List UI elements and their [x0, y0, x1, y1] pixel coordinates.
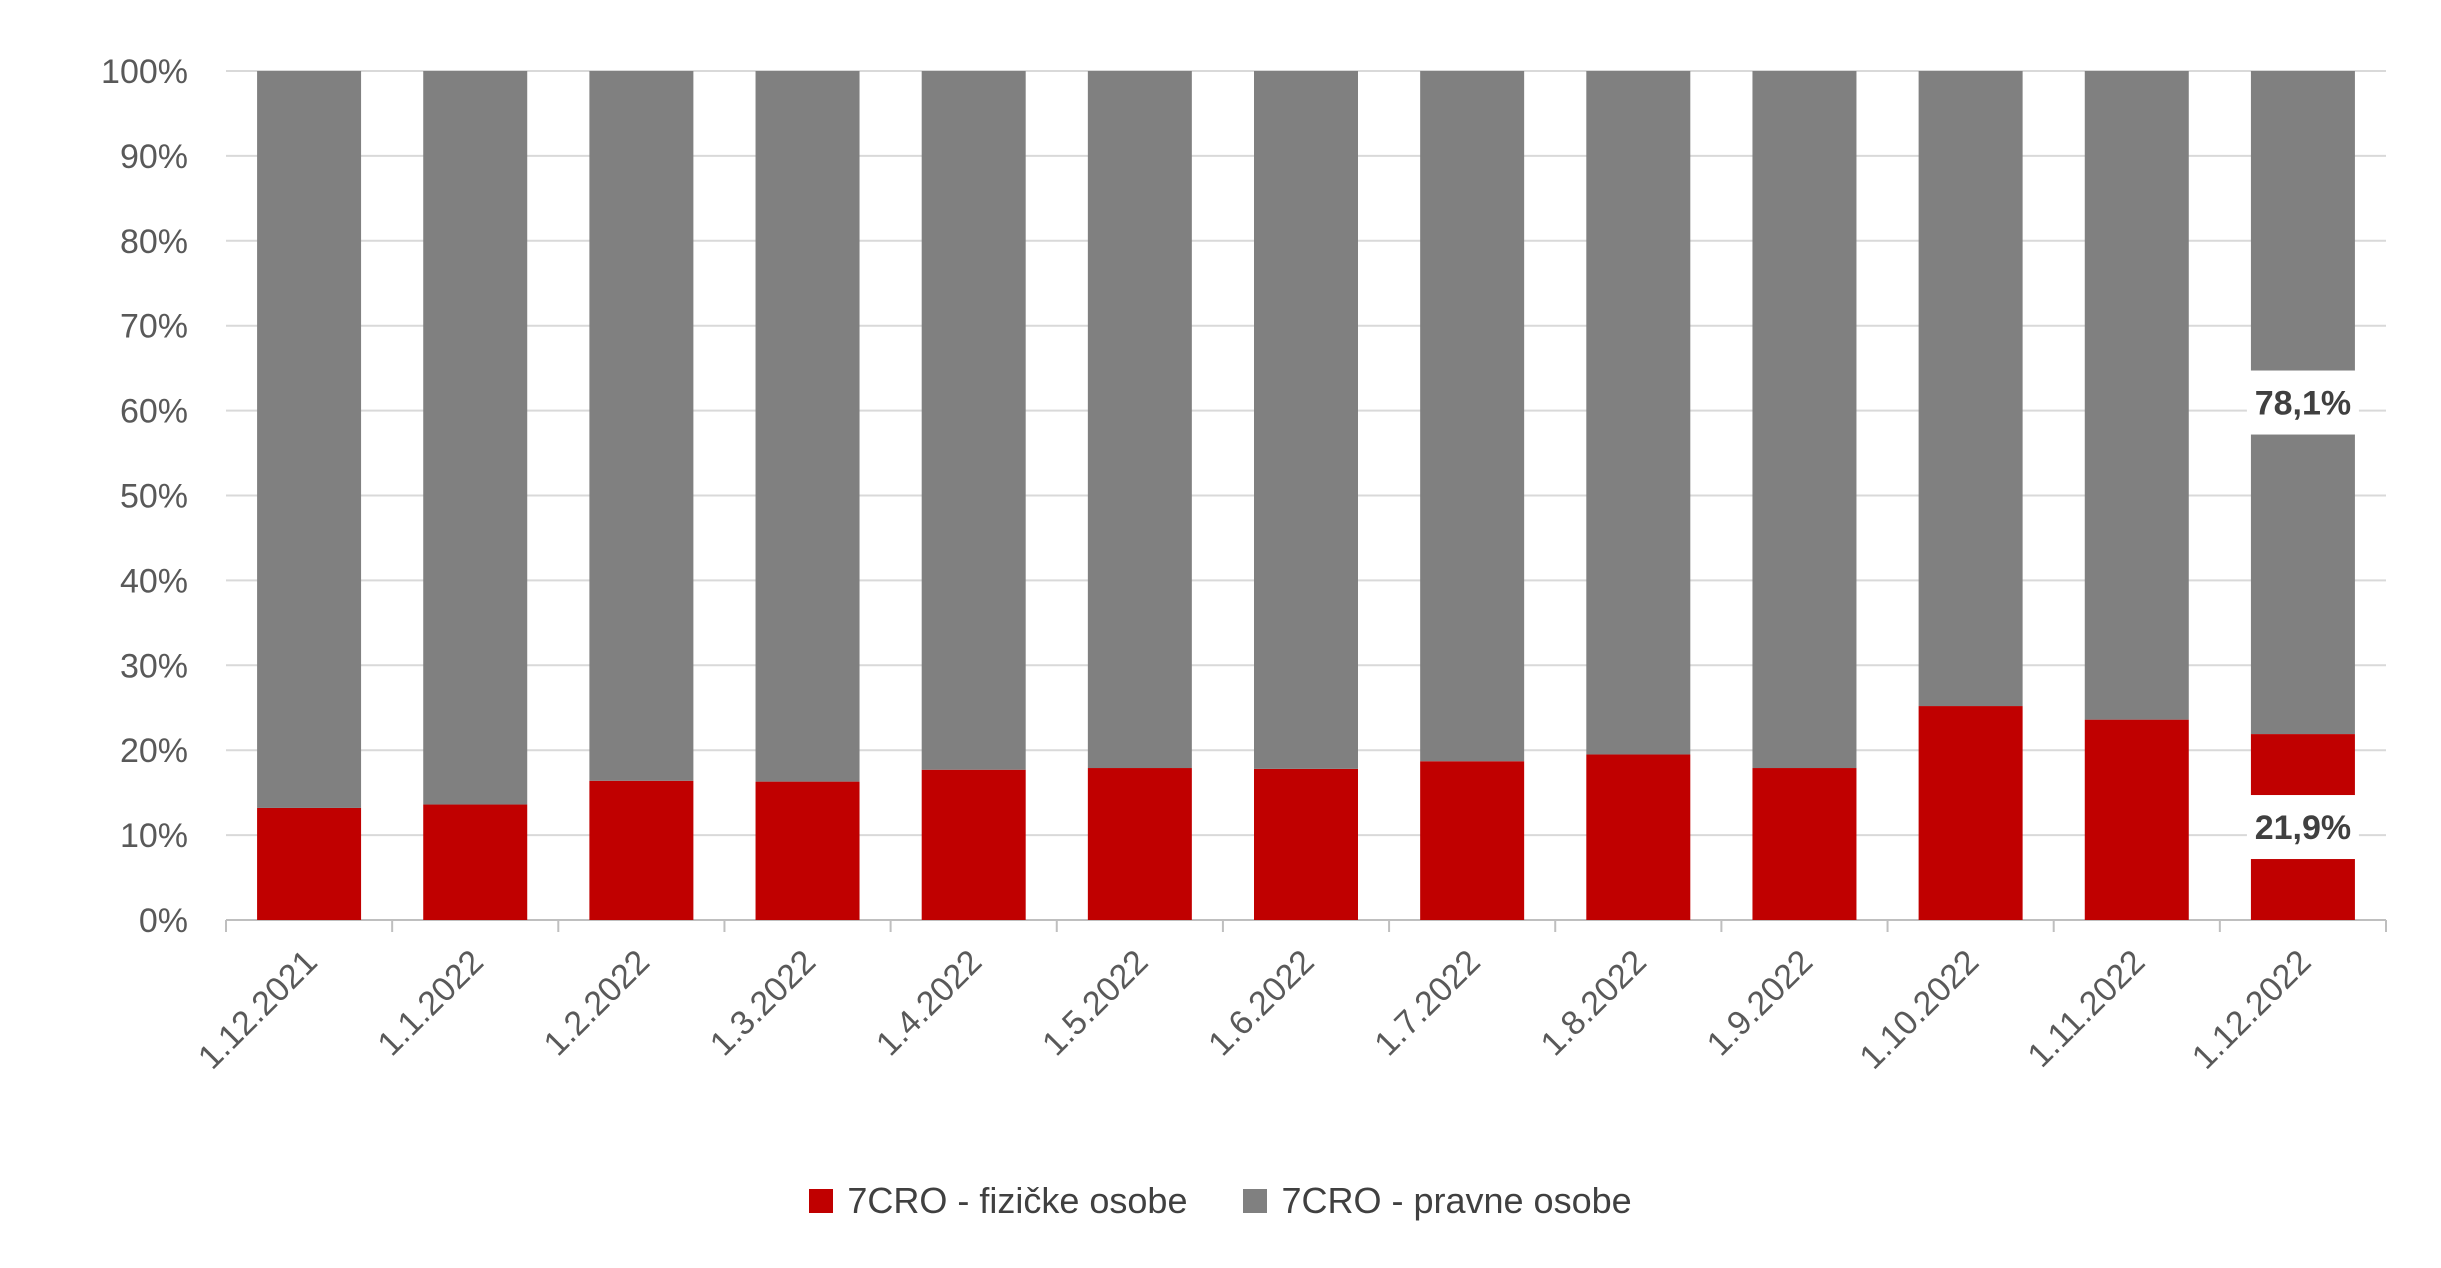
- x-tick-label: 1.6.2022: [1201, 943, 1321, 1063]
- legend-swatch-fizicke: [809, 1189, 834, 1213]
- bar-pravne: [1254, 71, 1358, 769]
- y-tick-label: 40%: [120, 562, 188, 600]
- bar-pravne: [1420, 71, 1525, 762]
- x-tick-label: 1.11.2022: [2020, 943, 2152, 1075]
- x-tick-label: 1.7.2022: [1367, 943, 1487, 1063]
- legend: 7CRO - fizičke osobe 7CRO - pravne osobe: [0, 1180, 2441, 1222]
- bar-pravne: [423, 71, 528, 805]
- data-label-box: [2246, 370, 2359, 435]
- legend-label-pravne: 7CRO - pravne osobe: [1281, 1180, 1632, 1221]
- bar-pravne: [1586, 71, 1691, 755]
- bar-fizicke: [2084, 719, 2189, 920]
- y-tick-label: 50%: [120, 478, 188, 516]
- data-label-box: [2246, 795, 2359, 860]
- legend-item-fizicke: 7CRO - fizičke osobe: [809, 1180, 1187, 1222]
- x-tick-label: 1.5.2022: [1035, 943, 1155, 1063]
- y-tick-label: 0%: [139, 902, 188, 940]
- bar-fizicke: [1087, 768, 1192, 920]
- legend-item-pravne: 7CRO - pravne osobe: [1243, 1180, 1632, 1222]
- data-label: 21,9%: [2255, 809, 2351, 847]
- x-tick-label: 1.12.2022: [2185, 943, 2319, 1077]
- x-tick-label: 1.2.2022: [537, 943, 657, 1063]
- x-tick-label: 1.1.2022: [370, 943, 490, 1063]
- y-tick-label: 100%: [101, 53, 188, 91]
- x-tick-label: 1.8.2022: [1534, 943, 1654, 1063]
- data-label: 78,1%: [2255, 385, 2351, 423]
- legend-swatch-pravne: [1243, 1189, 1268, 1213]
- y-tick-label: 60%: [120, 393, 188, 431]
- bar-fizicke: [257, 807, 362, 920]
- bar-pravne: [257, 71, 362, 808]
- y-tick-label: 80%: [120, 223, 188, 261]
- bar-fizicke: [423, 804, 528, 920]
- x-tick-label: 1.9.2022: [1700, 943, 1820, 1063]
- y-tick-label: 30%: [120, 647, 188, 685]
- bar-pravne: [1918, 71, 2023, 707]
- bar-fizicke: [1586, 754, 1691, 920]
- y-tick-label: 90%: [120, 138, 188, 176]
- bar-fizicke: [1918, 706, 2023, 920]
- bar-fizicke: [921, 769, 1026, 920]
- x-tick-label: 1.3.2022: [703, 943, 823, 1063]
- x-tick-label: 1.4.2022: [869, 943, 989, 1063]
- bar-pravne: [755, 71, 860, 782]
- x-tick-label: 1.12.2021: [191, 943, 325, 1077]
- bar-fizicke: [755, 781, 860, 920]
- y-tick-label: 70%: [120, 308, 188, 346]
- legend-label-fizicke: 7CRO - fizičke osobe: [847, 1180, 1188, 1221]
- bar-fizicke: [1420, 761, 1525, 920]
- bar-fizicke: [1254, 768, 1358, 920]
- y-tick-label: 10%: [120, 817, 188, 855]
- bar-pravne: [1752, 71, 1857, 769]
- bar-pravne: [589, 71, 694, 781]
- bar-pravne: [1087, 71, 1192, 769]
- x-tick-label: 1.10.2022: [1852, 943, 1986, 1077]
- bar-pravne: [921, 71, 1026, 770]
- bar-pravne: [2084, 71, 2189, 720]
- bar-fizicke: [589, 780, 694, 920]
- bar-fizicke: [1752, 768, 1857, 920]
- y-tick-label: 20%: [120, 732, 188, 770]
